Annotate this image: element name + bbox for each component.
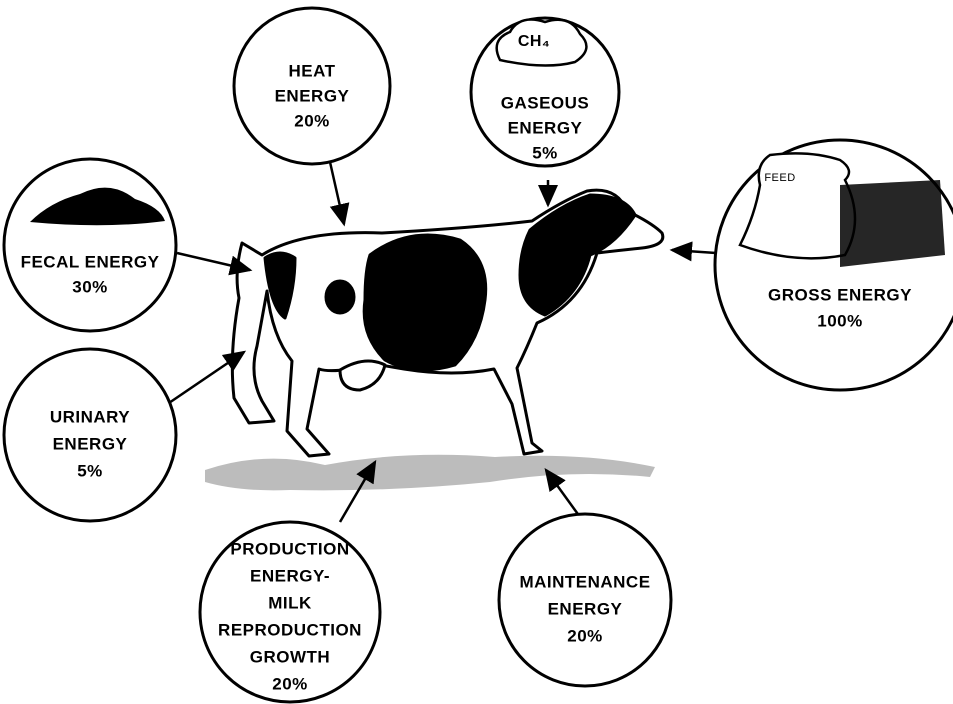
- arrow: [672, 250, 716, 253]
- gas-icon-label: CH₄: [518, 33, 550, 50]
- node-label: FECAL ENERGY: [21, 252, 160, 271]
- node-label: MILK: [268, 593, 312, 612]
- node-label: HEAT: [288, 61, 335, 80]
- node-circle: [4, 159, 176, 331]
- node-label: 5%: [532, 143, 558, 162]
- node-label: 20%: [272, 674, 308, 693]
- node-label: ENERGY: [508, 118, 583, 137]
- node-label: 20%: [294, 111, 330, 130]
- node-label: ENERGY: [548, 599, 623, 618]
- arrow: [546, 470, 580, 517]
- node-label: ENERGY: [275, 86, 350, 105]
- node-label: REPRODUCTION: [218, 620, 362, 639]
- node-label: 100%: [817, 311, 862, 330]
- cow: [232, 190, 663, 456]
- diagram: HEAT ENERGY 20% GASEOUS ENERGY 5% FECAL ENERGY…: [0, 0, 953, 704]
- node-label: 30%: [72, 277, 108, 296]
- node-label: GASEOUS: [501, 93, 590, 112]
- node-label: GROSS ENERGY: [768, 285, 912, 304]
- feed-bag: [740, 153, 855, 258]
- node-label: 20%: [567, 626, 603, 645]
- node-label: ENERGY-: [250, 566, 330, 585]
- node-label: ENERGY: [53, 434, 128, 453]
- ground: [205, 455, 655, 491]
- node-label: GROWTH: [250, 647, 330, 666]
- node-label: 5%: [77, 461, 103, 480]
- node-label: MAINTENANCE: [519, 572, 650, 591]
- feed-icon-label: FEED: [764, 172, 795, 184]
- node-label: PRODUCTION: [230, 539, 349, 558]
- node-label: URINARY: [50, 407, 130, 426]
- arrow: [330, 162, 344, 224]
- hay-bales: [840, 180, 945, 267]
